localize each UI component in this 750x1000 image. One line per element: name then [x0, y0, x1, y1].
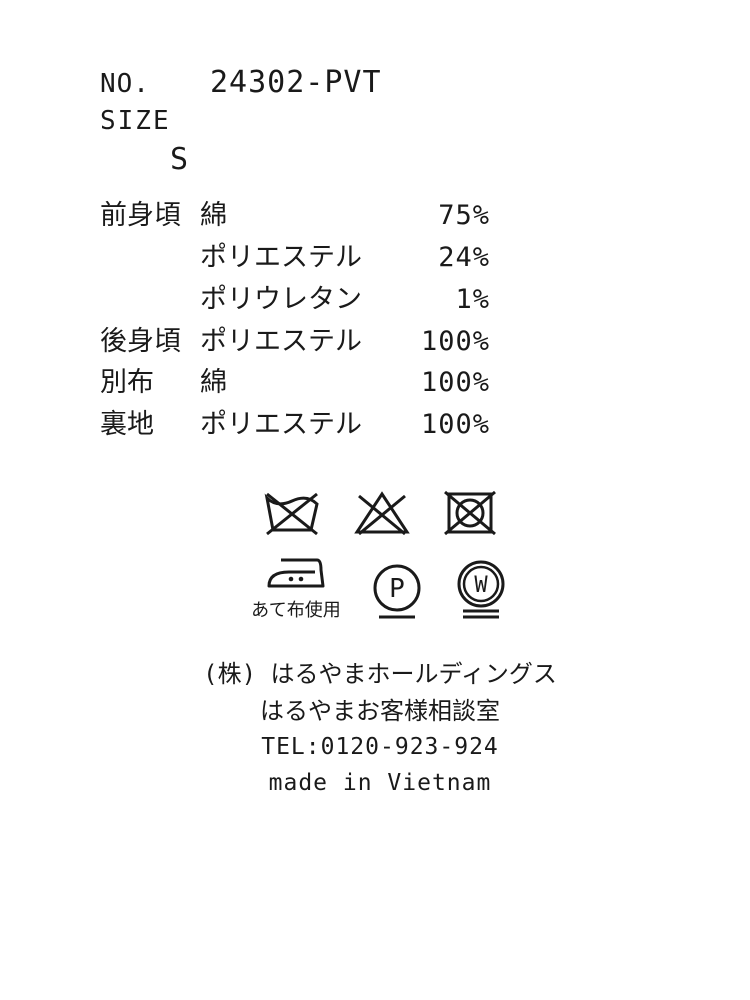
- table-row: 別布 綿 100%: [100, 362, 660, 404]
- table-row: 後身頃 ポリエステル 100%: [100, 321, 660, 363]
- material-label: ポリエステル: [200, 237, 400, 279]
- do-not-tumble-dry-icon: [441, 486, 499, 538]
- do-not-wash-icon: [261, 486, 323, 538]
- percent-label: 100%: [400, 321, 490, 363]
- do-not-bleach-icon: [351, 486, 413, 538]
- size-label: SIZE: [100, 106, 210, 136]
- percent-label: 100%: [400, 362, 490, 404]
- icon-row-1: [261, 486, 499, 538]
- percent-label: 24%: [400, 237, 490, 279]
- dry-clean-p-icon: P: [369, 562, 425, 622]
- iron-caption: あて布使用: [251, 596, 341, 622]
- no-value: 24302-PVT: [210, 65, 382, 100]
- service-line: はるやまお客様相談室: [100, 693, 660, 730]
- table-row: 前身頃 綿 75%: [100, 195, 660, 237]
- part-label: 前身頃: [100, 195, 200, 237]
- made-in: made in Vietnam: [100, 766, 660, 802]
- material-label: 綿: [200, 362, 400, 404]
- size-row: SIZE: [100, 106, 660, 136]
- iron-low-cloth-group: あて布使用: [251, 550, 341, 622]
- svg-text:W: W: [474, 573, 488, 598]
- composition-table: 前身頃 綿 75% ポリエステル 24% ポリウレタン 1% 後身頃 ポリエステ…: [100, 195, 660, 446]
- percent-label: 75%: [400, 195, 490, 237]
- footer: (株) はるやまホールディングス はるやまお客様相談室 TEL:0120-923…: [100, 656, 660, 802]
- part-label: 裏地: [100, 404, 200, 446]
- part-label: 後身頃: [100, 321, 200, 363]
- percent-label: 100%: [400, 404, 490, 446]
- iron-low-icon: [263, 550, 329, 594]
- table-row: ポリエステル 24%: [100, 237, 660, 279]
- tel-line: TEL:0120-923-924: [100, 730, 660, 766]
- material-label: ポリエステル: [200, 321, 400, 363]
- company-name: (株) はるやまホールディングス: [100, 656, 660, 693]
- care-icons: あて布使用 P W: [100, 486, 660, 622]
- icon-row-2: あて布使用 P W: [251, 550, 509, 622]
- material-label: ポリウレタン: [200, 279, 400, 321]
- material-label: 綿: [200, 195, 400, 237]
- material-label: ポリエステル: [200, 404, 400, 446]
- table-row: 裏地 ポリエステル 100%: [100, 404, 660, 446]
- table-row: ポリウレタン 1%: [100, 279, 660, 321]
- svg-text:P: P: [389, 574, 405, 604]
- wet-clean-w-icon: W: [453, 558, 509, 622]
- no-label: NO.: [100, 69, 210, 99]
- no-row: NO. 24302-PVT: [100, 65, 660, 100]
- percent-label: 1%: [400, 279, 490, 321]
- part-label: 別布: [100, 362, 200, 404]
- size-value: S: [170, 142, 660, 177]
